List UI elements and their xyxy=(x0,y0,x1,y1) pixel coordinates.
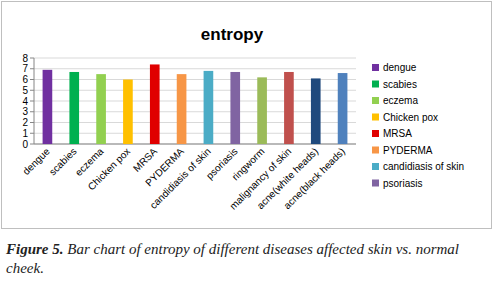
legend-swatch xyxy=(372,114,379,121)
legend-entry: PYDERMA xyxy=(383,145,433,156)
grid-line xyxy=(34,133,356,134)
caption: Figure 5. Bar chart of entropy of differ… xyxy=(6,240,486,278)
legend-entry: Chicken pox xyxy=(383,112,438,123)
tick-label: 8 xyxy=(22,53,28,64)
legend-entry: MRSA xyxy=(383,128,412,139)
bar xyxy=(150,64,160,144)
legend: dengue scabies eczema Chicken pox MRSA PYDERM… xyxy=(372,62,464,189)
bar xyxy=(96,74,106,144)
legend-swatch xyxy=(372,130,379,137)
tick xyxy=(30,101,34,102)
tick xyxy=(30,58,34,59)
bar xyxy=(177,74,187,144)
legend-swatch xyxy=(372,147,379,154)
root: entropy 012345678 dengue scabies eczema Chick… xyxy=(0,0,493,278)
legend-entry: psoriasis xyxy=(383,178,422,189)
bar xyxy=(284,72,294,144)
grid-line xyxy=(34,144,356,145)
legend-entry: scabies xyxy=(383,79,417,90)
tick-label: 1 xyxy=(22,128,28,139)
legend-swatch xyxy=(372,81,379,88)
category-label: dengue xyxy=(20,145,52,177)
tick xyxy=(30,111,34,112)
bars xyxy=(43,64,348,144)
legend-entry: candidiasis of skin xyxy=(383,161,464,172)
grid-line xyxy=(34,68,356,69)
tick-label: 3 xyxy=(22,106,28,117)
bar xyxy=(311,78,321,144)
bar xyxy=(123,80,133,145)
grid-line xyxy=(34,101,356,102)
bar xyxy=(257,77,267,144)
y-axis xyxy=(34,58,35,144)
title: entropy xyxy=(201,25,264,44)
tick xyxy=(30,68,34,69)
legend-swatch xyxy=(372,64,379,71)
legend-entry: dengue xyxy=(383,62,417,73)
tick xyxy=(30,90,34,91)
tick-label: 6 xyxy=(22,74,28,85)
bar xyxy=(43,70,53,144)
tick xyxy=(30,79,34,80)
grid-line xyxy=(34,111,356,112)
bar xyxy=(230,72,240,144)
bar xyxy=(338,73,348,144)
grid-line xyxy=(34,79,356,80)
tick-label: 7 xyxy=(22,63,28,74)
tick xyxy=(30,122,34,123)
bar xyxy=(69,72,79,144)
tick-label: 2 xyxy=(22,117,28,128)
caption-label: Figure 5. xyxy=(6,241,64,257)
category-label: candidiasis of skin xyxy=(148,146,213,211)
tick xyxy=(30,144,34,145)
grid-line xyxy=(34,58,356,59)
chart-frame xyxy=(2,2,492,229)
category-label: acne(black heads) xyxy=(281,146,347,212)
grid-line xyxy=(34,90,356,91)
chart: entropy 012345678 dengue scabies eczema Chick… xyxy=(0,0,493,230)
x-axis xyxy=(34,144,356,145)
legend-swatch xyxy=(372,97,379,104)
grid-line xyxy=(34,122,356,123)
category-label: Chicken pox xyxy=(86,146,133,193)
tick-label: 5 xyxy=(22,85,28,96)
tick-label: 0 xyxy=(22,139,28,150)
tick-label: 4 xyxy=(22,96,28,107)
tick xyxy=(30,133,34,134)
legend-swatch xyxy=(372,163,379,170)
bar xyxy=(204,71,214,144)
legend-swatch xyxy=(372,180,379,187)
caption-text: Bar chart of entropy of different diseas… xyxy=(6,241,459,276)
legend-entry: eczema xyxy=(383,95,418,106)
